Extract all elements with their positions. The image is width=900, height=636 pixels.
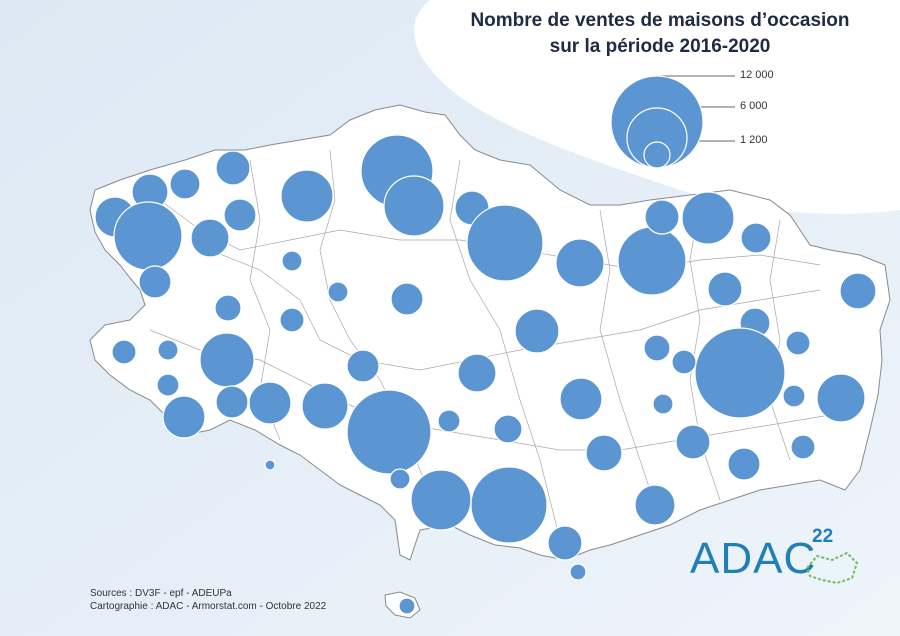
- sales-bubble: [569, 563, 587, 581]
- sales-bubble: [264, 459, 276, 471]
- sales-bubble: [223, 198, 257, 232]
- logo-map-shape: [805, 551, 859, 585]
- sales-bubble: [390, 282, 424, 316]
- sales-bubble: [585, 434, 623, 472]
- sources-block: Sources : DV3F - epf - ADEUPa Cartograph…: [90, 587, 326, 613]
- sales-bubble: [671, 349, 697, 375]
- sales-bubble: [559, 377, 603, 421]
- legend-label-6000: 6 000: [740, 100, 768, 112]
- sales-bubble: [215, 150, 251, 186]
- sales-bubble: [785, 330, 811, 356]
- sales-bubble: [437, 409, 461, 433]
- sales-bubble: [782, 384, 806, 408]
- sales-bubble: [547, 525, 583, 561]
- sales-bubble: [493, 414, 523, 444]
- adac-logo: ADAC 22: [690, 526, 860, 590]
- logo-number: 22: [812, 526, 834, 547]
- logo-text: ADAC: [690, 534, 817, 583]
- sales-bubble: [156, 373, 180, 397]
- sales-bubbles: [94, 134, 877, 615]
- sales-bubble: [740, 222, 772, 254]
- sales-bubble: [707, 271, 743, 307]
- sources-line: Sources : DV3F - epf - ADEUPa: [90, 588, 232, 599]
- sales-bubble: [383, 175, 445, 237]
- title-line-2: sur la période 2016-2020: [549, 36, 771, 57]
- sales-bubble: [457, 353, 497, 393]
- sales-bubble: [634, 484, 676, 526]
- sales-bubble: [790, 434, 816, 460]
- sales-bubble: [675, 424, 711, 460]
- sales-bubble: [327, 281, 349, 303]
- sales-bubble: [652, 393, 674, 415]
- sales-bubble: [280, 169, 334, 223]
- sales-bubble: [214, 294, 242, 322]
- sales-bubble: [466, 204, 544, 282]
- sales-bubble: [839, 272, 877, 310]
- sales-bubble: [346, 389, 432, 475]
- title-line-1: Nombre de ventes de maisons d’occasion: [470, 10, 850, 31]
- sales-bubble: [681, 191, 735, 245]
- legend-circles: [610, 75, 704, 169]
- sales-bubble: [410, 469, 472, 531]
- sales-bubble: [643, 334, 671, 362]
- sales-bubble: [555, 238, 605, 288]
- sales-bubble: [113, 201, 183, 271]
- legend-label-1200: 1 200: [740, 134, 768, 146]
- sales-bubble: [346, 349, 380, 383]
- map-title: Nombre de ventes de maisons d’occasion s…: [440, 8, 880, 60]
- sales-bubble: [279, 307, 305, 333]
- sales-bubble: [644, 199, 680, 235]
- sales-bubble: [281, 250, 303, 272]
- sales-bubble: [157, 339, 179, 361]
- legend-label-12000: 12 000: [740, 69, 774, 81]
- sales-bubble: [169, 168, 201, 200]
- legend-circle-1200: [643, 141, 671, 169]
- sales-bubble: [694, 327, 786, 419]
- sales-bubble: [215, 385, 249, 419]
- sales-bubble: [617, 226, 687, 296]
- sales-bubble: [389, 468, 411, 490]
- sales-bubble: [138, 265, 172, 299]
- sales-bubble: [111, 339, 137, 365]
- sales-bubble: [162, 395, 206, 439]
- sales-bubble: [470, 466, 548, 544]
- sales-bubble: [248, 381, 292, 425]
- sales-bubble: [190, 218, 230, 258]
- cartography-line: Cartographie : ADAC - Armorstat.com - Oc…: [90, 601, 327, 612]
- sales-bubble: [199, 332, 255, 388]
- sales-bubble: [514, 308, 560, 354]
- sales-bubble: [727, 447, 761, 481]
- sales-bubble: [301, 382, 349, 430]
- sales-bubble: [398, 597, 416, 615]
- sales-bubble: [816, 373, 866, 423]
